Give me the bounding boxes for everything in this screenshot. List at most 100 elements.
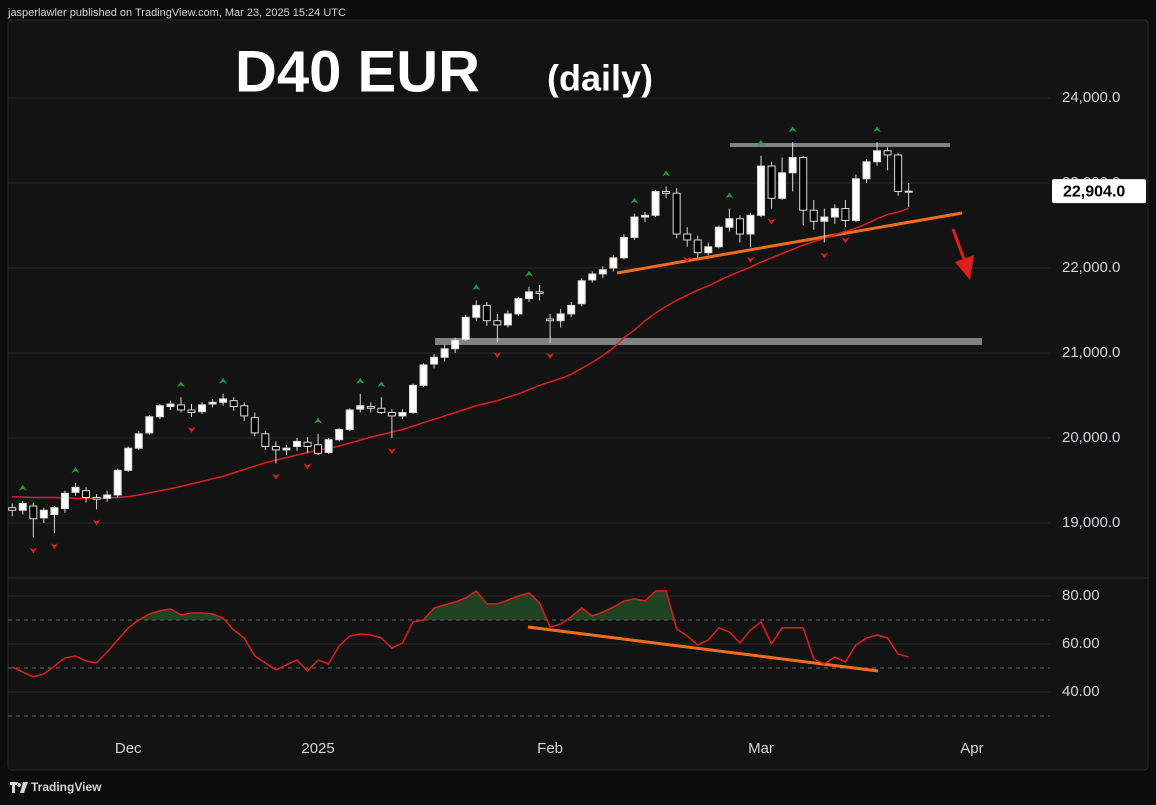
y-tick-label: 19,000.0 [1062, 514, 1120, 531]
candle-body [735, 218, 744, 235]
arrow-shaft [951, 228, 967, 263]
candle-body [92, 497, 101, 500]
footer: TradingView [10, 780, 102, 794]
candle-body [60, 492, 69, 510]
candle-body [82, 490, 91, 499]
y-tick-label: 40.00 [1062, 683, 1100, 700]
fractal-down [387, 448, 396, 455]
y-tick-label: 21,000.0 [1062, 344, 1120, 361]
candle-body [461, 316, 470, 340]
candle-body [851, 178, 860, 221]
fractal-down [683, 256, 692, 263]
candle-body [250, 417, 259, 434]
candle-body [430, 356, 439, 365]
candle-body [303, 441, 312, 448]
candle-body [335, 429, 344, 441]
candle-body [208, 401, 217, 405]
candle-body [292, 440, 301, 448]
candle-body [546, 318, 555, 322]
candle-body [377, 407, 386, 414]
candle-body [598, 269, 607, 275]
candle-body [229, 400, 238, 408]
candle-body [8, 507, 17, 511]
fractal-down [841, 237, 850, 244]
candle-body [757, 165, 766, 216]
candle-body [862, 161, 871, 180]
candle-body [198, 404, 207, 413]
candle-body [873, 150, 882, 163]
fractal-up [662, 170, 671, 177]
candle-body [725, 218, 734, 228]
x-tick-label: Feb [537, 740, 563, 757]
candle-body [451, 339, 460, 350]
candle-body [567, 304, 576, 315]
candle-body [683, 233, 692, 241]
fractal-up [71, 467, 80, 474]
candle-body [503, 313, 512, 326]
moving-average [12, 207, 909, 500]
candle-body [314, 444, 323, 454]
candle-body [419, 364, 428, 386]
x-tick-label: Apr [960, 740, 983, 757]
grid: 19,000.020,000.021,000.022,000.023,000.0… [8, 89, 1120, 757]
last-price-label: 22,904.0 [1063, 183, 1125, 200]
y-tick-label: 20,000.0 [1062, 429, 1120, 446]
candle-body [39, 509, 48, 519]
candle-body [809, 209, 818, 222]
chart-frame [7, 19, 1149, 771]
fractal-down [303, 463, 312, 470]
fractal-up [757, 139, 766, 146]
fractal-down [820, 252, 829, 259]
fractal-down [746, 256, 755, 263]
overbought-fill [12, 590, 909, 620]
candle-body [187, 409, 196, 414]
candle-body [894, 154, 903, 193]
candle-body [356, 405, 365, 410]
candle-body [50, 507, 59, 516]
candle-body [651, 191, 660, 216]
fractal-up [630, 197, 639, 204]
candle-body [799, 157, 808, 211]
brand-logo [10, 782, 28, 793]
y-tick-label: 24,000.0 [1062, 89, 1120, 106]
candle-body [820, 216, 829, 222]
candle-body [240, 405, 249, 417]
fractal-up [472, 284, 481, 291]
candle-body [788, 157, 797, 174]
x-tick-label: Mar [748, 740, 774, 757]
x-tick-label: Dec [115, 740, 142, 757]
candle-body [619, 236, 628, 259]
candle-body [155, 405, 164, 418]
fractal-down [92, 519, 101, 526]
y-tick-label: 80.00 [1062, 587, 1100, 604]
candle-body [398, 412, 407, 417]
candle-body [609, 257, 618, 269]
fractal-up [18, 484, 27, 491]
last-price-tag [1052, 179, 1146, 204]
arrow-head [955, 255, 974, 280]
candle-body [746, 214, 755, 235]
candle-body [219, 398, 228, 403]
candle-body [113, 469, 122, 496]
fractal-up [377, 381, 386, 388]
fractal-up [219, 377, 228, 384]
candle-body [71, 486, 80, 493]
fractal-down [493, 351, 502, 358]
fractal-up [525, 270, 533, 277]
rsi-trend-line [527, 625, 879, 673]
resistance-zone [730, 143, 950, 147]
candle-body [535, 291, 544, 295]
rsi-line [11, 589, 909, 678]
candle-body [145, 416, 154, 434]
fractal-up [314, 417, 323, 424]
candle-body [672, 192, 681, 235]
plot: 22,904.0 [8, 126, 1146, 678]
candle-body [472, 304, 481, 318]
candle-body [588, 273, 597, 281]
fractal-down [50, 543, 59, 550]
byline: jasperlawler published on TradingView.co… [7, 7, 346, 19]
candle-body [176, 404, 185, 411]
candle-body [883, 150, 892, 156]
chart-title: D40 EUR [235, 39, 480, 104]
